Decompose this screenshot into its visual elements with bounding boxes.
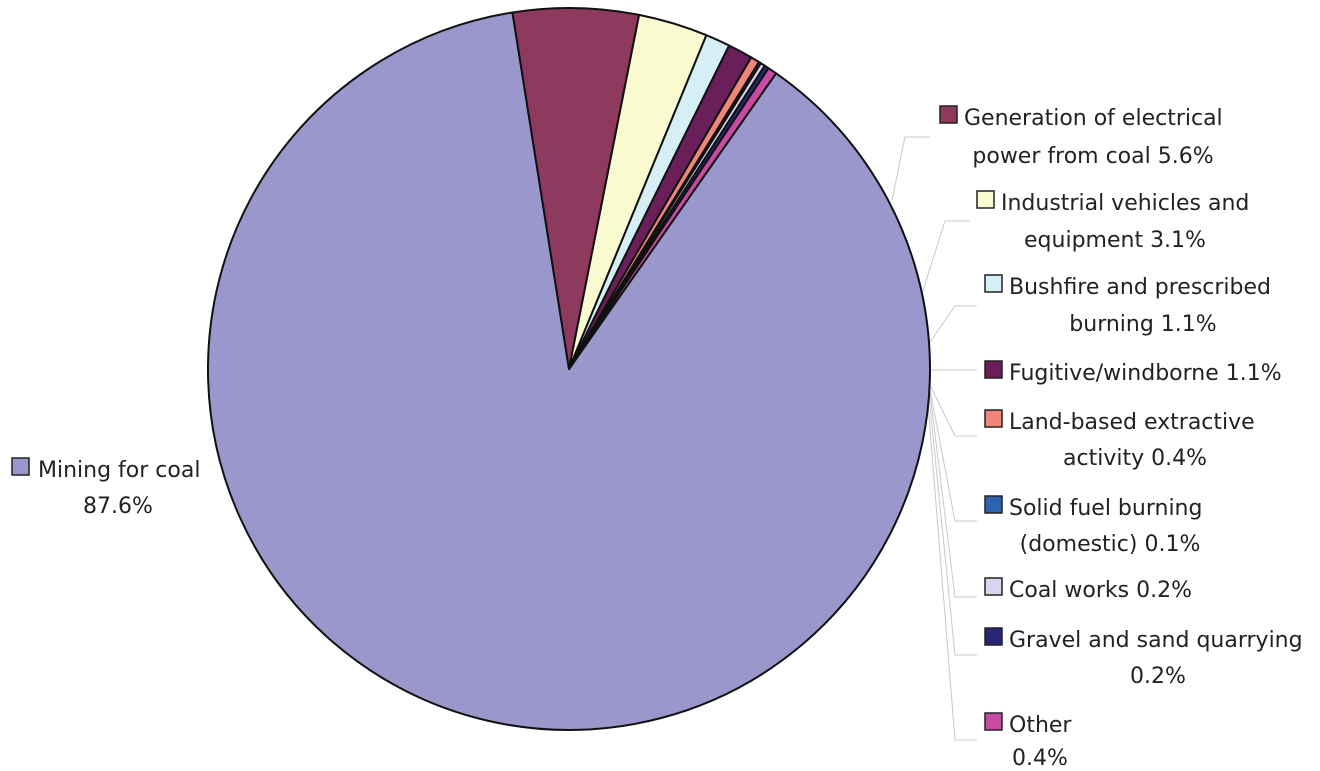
- leader-line-bushfire-and-prescribed-burning: [927, 305, 977, 346]
- slice-label-generation-of-electrical-power-from-coal-line-1: Generation of electrical: [964, 106, 1223, 131]
- legend-swatch-coal-works: [984, 577, 1003, 596]
- slice-label-other-line-1: Other: [1009, 713, 1072, 738]
- leader-line-gravel-and-sand-quarrying: [928, 395, 977, 656]
- slice-label-gravel-and-sand-quarrying-line-2: 0.2%: [1130, 664, 1186, 689]
- legend-swatch-gravel-and-sand-quarrying: [984, 627, 1003, 646]
- legend-swatch-fugitive-windborne: [984, 360, 1003, 379]
- slice-label-land-based-extractive-activity-line-2: activity 0.4%: [1063, 446, 1207, 471]
- slice-label-mining-for-coal-line-2: 87.6%: [83, 494, 153, 519]
- slice-label-bushfire-and-prescribed-burning-line-2: burning 1.1%: [1069, 312, 1216, 337]
- legend-swatch-generation-of-electrical-power-from-coal: [939, 105, 958, 124]
- leader-line-land-based-extractive-activity: [929, 384, 977, 437]
- slice-label-mining-for-coal-line-1: Mining for coal: [38, 458, 200, 483]
- legend-swatch-other: [984, 712, 1003, 731]
- slice-labels: Mining for coal 87.6% Generation of electr…: [11, 105, 1303, 771]
- slice-label-industrial-vehicles-and-equipment-line-2: equipment 3.1%: [1024, 228, 1206, 253]
- pie-slices: [207, 7, 931, 731]
- slice-label-solid-fuel-burning-domestic-line-2: (domestic) 0.1%: [1020, 532, 1201, 557]
- slice-label-industrial-vehicles-and-equipment-line-1: Industrial vehicles and: [1001, 191, 1249, 216]
- leader-lines: [891, 136, 977, 741]
- leader-line-industrial-vehicles-and-equipment: [919, 220, 970, 301]
- slice-label-generation-of-electrical-power-from-coal-line-2: power from coal 5.6%: [972, 144, 1213, 169]
- legend-swatch-solid-fuel-burning-domestic: [984, 495, 1003, 514]
- leader-line-coal-works: [929, 392, 977, 598]
- leader-line-generation-of-electrical-power-from-coal: [891, 136, 930, 201]
- legend-swatch-industrial-vehicles-and-equipment: [976, 190, 995, 209]
- slice-label-solid-fuel-burning-domestic-line-1: Solid fuel burning: [1009, 496, 1202, 521]
- leader-line-solid-fuel-burning-domestic: [929, 389, 977, 522]
- slice-label-gravel-and-sand-quarrying-line-1: Gravel and sand quarrying: [1009, 628, 1303, 653]
- legend-swatch-land-based-extractive-activity: [984, 409, 1003, 428]
- pie-slice-mining-for-coal: [207, 11, 931, 731]
- pie-slice-generation-of-electrical-power-from-coal: [511, 7, 641, 370]
- pie-slice-other: [568, 67, 778, 370]
- leader-line-other: [927, 403, 977, 741]
- slice-label-other-line-2: 0.4%: [1012, 746, 1068, 771]
- slice-label-bushfire-and-prescribed-burning-line-1: Bushfire and prescribed: [1009, 275, 1271, 300]
- legend-swatch-mining-for-coal: [11, 457, 30, 476]
- slice-label-fugitive-windborne-line-1: Fugitive/windborne 1.1%: [1009, 361, 1282, 386]
- legend-swatch-bushfire-and-prescribed-burning: [984, 274, 1003, 293]
- slice-label-coal-works-line-1: Coal works 0.2%: [1009, 578, 1192, 603]
- slice-label-land-based-extractive-activity-line-1: Land-based extractive: [1009, 410, 1255, 435]
